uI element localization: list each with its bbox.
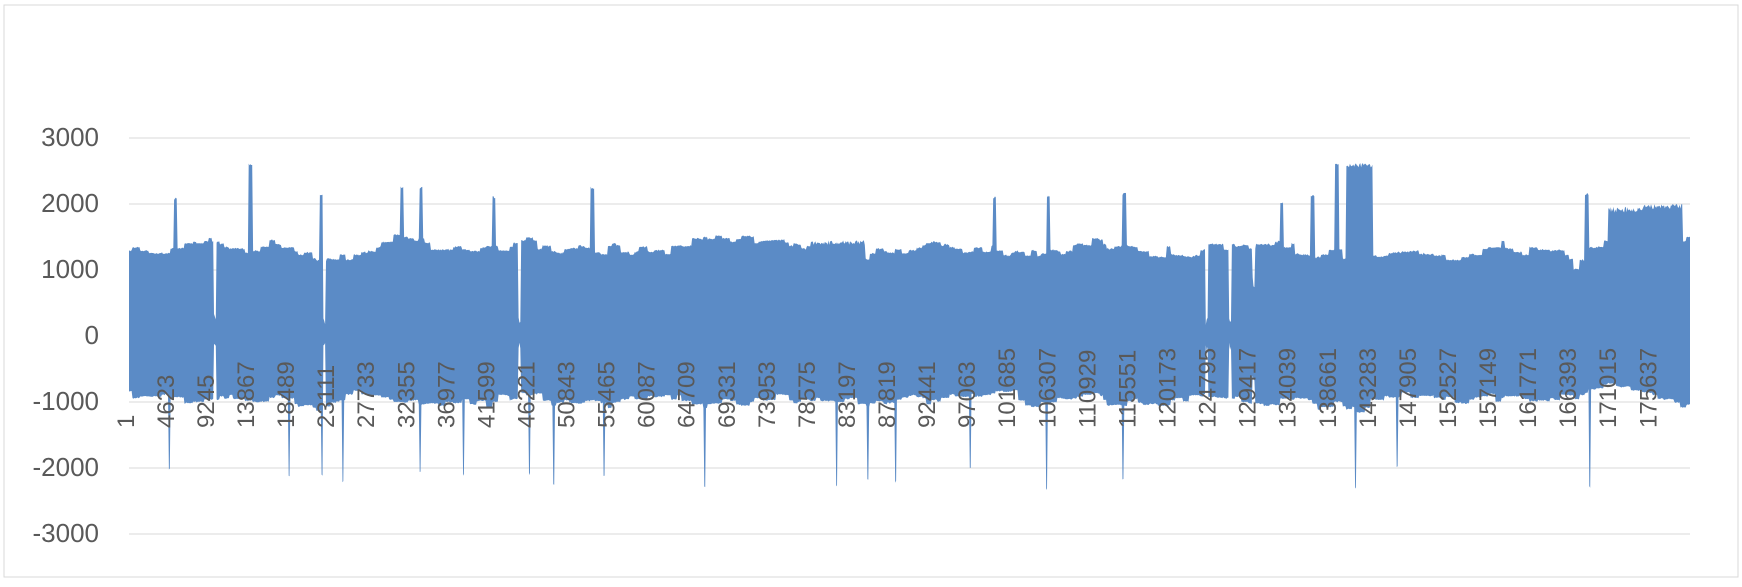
- svg-text:-3000: -3000: [33, 518, 100, 548]
- svg-text:110929: 110929: [1074, 350, 1101, 428]
- svg-text:161771: 161771: [1515, 348, 1542, 428]
- svg-text:23111: 23111: [313, 365, 340, 428]
- svg-text:1: 1: [113, 415, 140, 428]
- svg-text:69331: 69331: [714, 361, 741, 428]
- svg-text:50843: 50843: [554, 361, 581, 428]
- svg-text:0: 0: [85, 320, 99, 350]
- svg-text:60087: 60087: [634, 361, 661, 428]
- svg-text:13867: 13867: [233, 361, 260, 428]
- svg-text:64709: 64709: [674, 361, 701, 428]
- svg-text:73953: 73953: [754, 361, 781, 428]
- svg-text:41599: 41599: [473, 361, 500, 428]
- svg-text:147905: 147905: [1395, 348, 1422, 428]
- svg-text:175637: 175637: [1635, 348, 1662, 428]
- svg-text:115551: 115551: [1114, 350, 1141, 428]
- svg-text:152527: 152527: [1435, 348, 1462, 428]
- svg-text:106307: 106307: [1034, 348, 1061, 428]
- svg-text:124795: 124795: [1195, 348, 1222, 428]
- svg-text:101685: 101685: [994, 348, 1021, 428]
- svg-text:32355: 32355: [393, 361, 420, 428]
- svg-text:92441: 92441: [914, 361, 941, 428]
- svg-text:2000: 2000: [41, 188, 99, 218]
- svg-text:157149: 157149: [1475, 348, 1502, 428]
- svg-text:18489: 18489: [273, 361, 300, 428]
- svg-text:9245: 9245: [193, 375, 220, 428]
- svg-text:83197: 83197: [834, 361, 861, 428]
- svg-text:1000: 1000: [41, 254, 99, 284]
- svg-text:166393: 166393: [1555, 348, 1582, 428]
- svg-text:97063: 97063: [954, 361, 981, 428]
- svg-text:3000: 3000: [41, 122, 99, 152]
- svg-text:171015: 171015: [1595, 348, 1622, 428]
- svg-text:55465: 55465: [594, 361, 621, 428]
- svg-text:-2000: -2000: [33, 452, 100, 482]
- svg-text:129417: 129417: [1235, 348, 1262, 428]
- svg-text:87819: 87819: [874, 361, 901, 428]
- svg-text:78575: 78575: [794, 361, 821, 428]
- svg-text:-1000: -1000: [33, 386, 100, 416]
- svg-text:134039: 134039: [1275, 348, 1302, 428]
- svg-text:120173: 120173: [1155, 348, 1182, 428]
- svg-text:143283: 143283: [1355, 348, 1382, 428]
- svg-text:138661: 138661: [1315, 348, 1342, 428]
- svg-text:36977: 36977: [433, 361, 460, 428]
- svg-text:4623: 4623: [153, 375, 180, 428]
- svg-text:27733: 27733: [353, 361, 380, 428]
- svg-text:46221: 46221: [514, 361, 541, 428]
